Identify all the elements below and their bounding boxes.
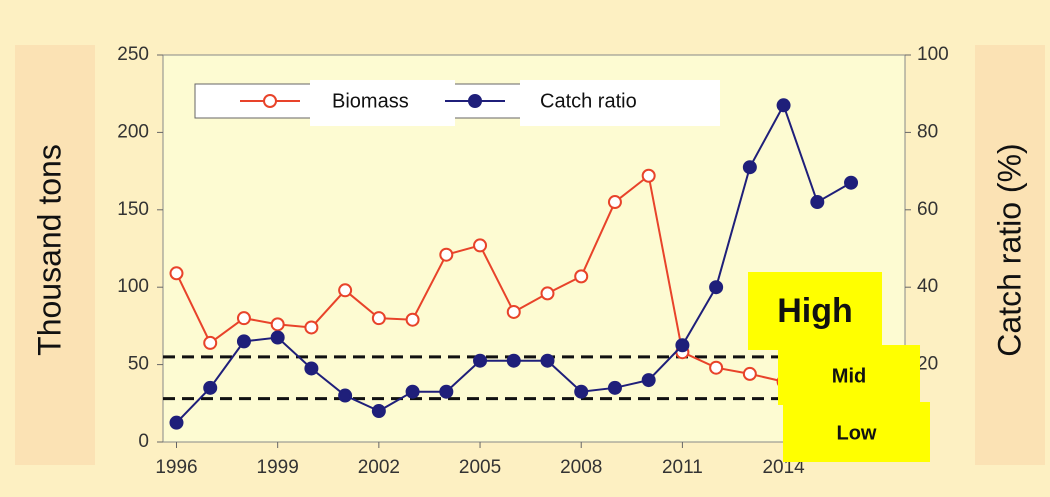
data-point: [236, 334, 251, 349]
y-tick-label: 200: [117, 121, 149, 142]
legend-label: Catch ratio: [540, 90, 637, 112]
y-tick-label: 50: [128, 354, 149, 375]
data-point: [338, 283, 353, 298]
y2-tick-label: 100: [917, 44, 949, 65]
data-point: [371, 311, 386, 326]
data-point: [439, 247, 454, 262]
zone-label: Low: [837, 422, 877, 444]
data-point: [270, 330, 285, 345]
data-point: [641, 168, 656, 183]
left-panel: [15, 45, 95, 465]
x-tick-label: 2008: [560, 457, 602, 478]
data-point: [473, 353, 488, 368]
data-point: [709, 360, 724, 375]
zone-box: [748, 272, 882, 350]
data-point: [810, 195, 825, 210]
y2-axis-title: Catch ratio (%): [991, 143, 1027, 356]
y-tick-label: 150: [117, 199, 149, 220]
data-point: [742, 160, 757, 175]
y-tick-label: 100: [117, 276, 149, 297]
data-point: [236, 311, 251, 326]
y2-tick-label: 80: [917, 121, 938, 142]
data-point: [203, 380, 218, 395]
right-panel: [975, 45, 1045, 465]
x-tick-label: 2011: [662, 457, 703, 478]
data-point: [506, 353, 521, 368]
data-point: [742, 366, 757, 381]
data-point: [169, 415, 184, 430]
x-tick-label: 2002: [358, 457, 400, 478]
zone-box: [783, 402, 930, 462]
data-point: [405, 384, 420, 399]
legend-marker: [263, 94, 277, 108]
data-point: [675, 338, 690, 353]
data-point: [304, 320, 319, 335]
x-tick-label: 2005: [459, 457, 501, 478]
data-point: [405, 312, 420, 327]
data-point: [304, 361, 319, 376]
y2-tick-label: 60: [917, 199, 938, 220]
legend: Biomass Catch ratio: [194, 80, 720, 126]
x-tick-label: 2014: [762, 457, 805, 478]
data-point: [338, 388, 353, 403]
data-point: [844, 175, 859, 190]
zone-label: Mid: [832, 365, 866, 387]
data-point: [506, 304, 521, 319]
data-point: [776, 98, 791, 113]
data-point: [270, 317, 285, 332]
data-point: [540, 286, 555, 301]
data-point: [169, 266, 184, 281]
legend-label-box: [520, 80, 720, 126]
y-axis-title: Thousand tons: [31, 144, 67, 356]
zone-label: High: [777, 292, 853, 330]
data-point: [607, 380, 622, 395]
data-point: [371, 404, 386, 419]
x-tick-label: 1999: [257, 457, 299, 478]
data-point: [203, 335, 218, 350]
data-point: [540, 353, 555, 368]
legend-label: Biomass: [332, 90, 409, 112]
y2-tick-label: 40: [917, 276, 938, 297]
y2-tick-label: 20: [917, 354, 938, 375]
data-point: [439, 384, 454, 399]
data-point: [641, 373, 656, 388]
data-point: [607, 195, 622, 210]
data-point: [574, 384, 589, 399]
zone-box: [778, 345, 920, 405]
legend-label-box: [310, 80, 455, 126]
data-point: [473, 238, 488, 253]
y-tick-label: 0: [138, 431, 149, 452]
data-point: [574, 269, 589, 284]
data-point: [709, 280, 724, 295]
legend-marker: [468, 94, 482, 108]
x-tick-label: 1996: [155, 457, 197, 478]
y-tick-label: 250: [117, 44, 149, 65]
